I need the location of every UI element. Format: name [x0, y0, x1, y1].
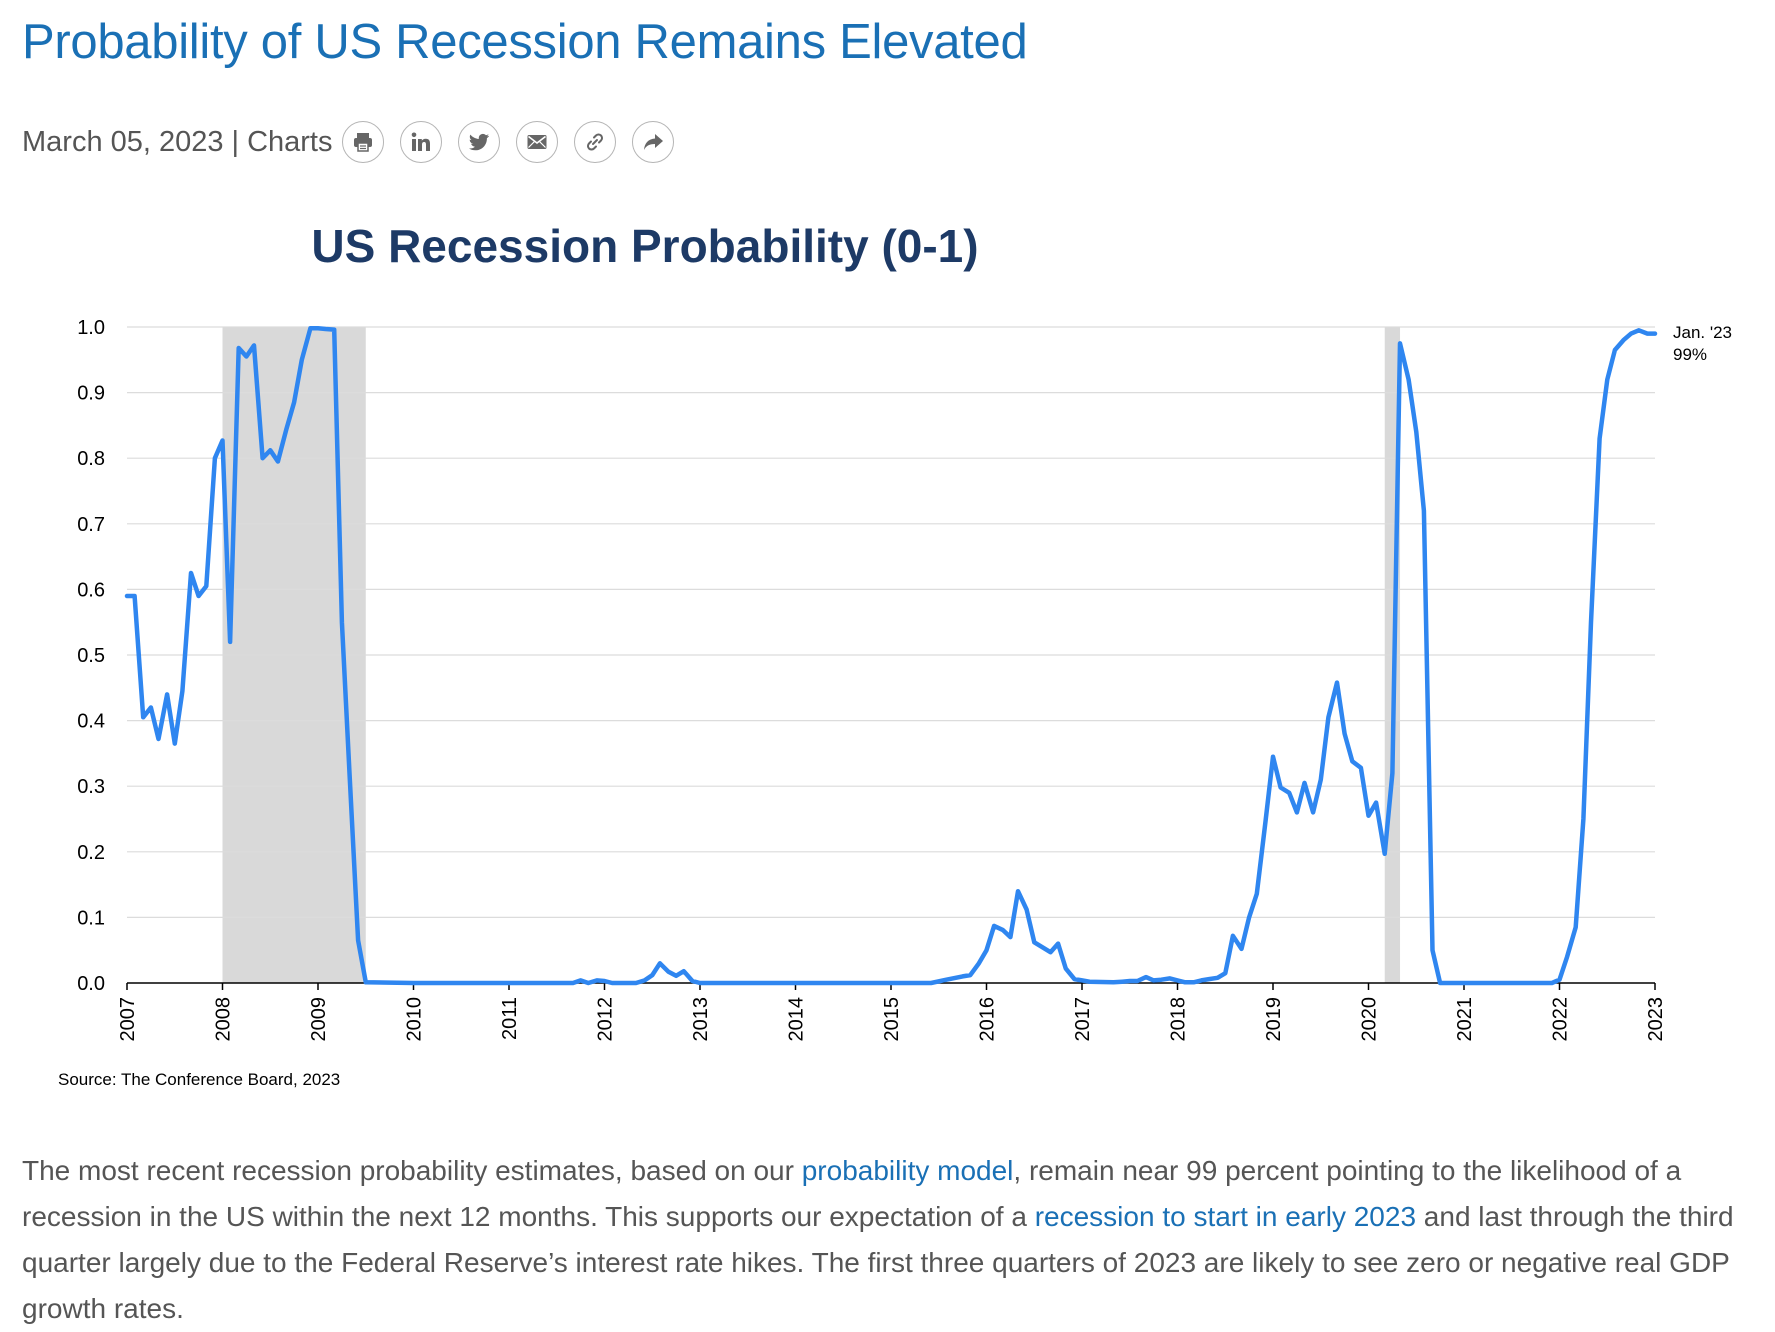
y-tick-label: 0.4 [77, 711, 105, 733]
probability-model-link[interactable]: probability model [801, 1155, 1014, 1186]
x-tick-label: 2013 [690, 997, 712, 1042]
meta-separator: | [231, 125, 240, 158]
link-icon[interactable] [574, 121, 617, 163]
y-tick-labels: 0.0 0.1 0.2 0.3 0.4 0.5 0.6 0.7 0.8 0.9 1.0 [77, 317, 105, 995]
paragraph-text-1: The most recent recession probability es… [22, 1155, 802, 1186]
y-tick-label: 0.8 [77, 448, 105, 470]
x-tick-label: 2008 [213, 997, 235, 1042]
y-tick-label: 0.6 [77, 579, 105, 601]
paragraph-text-2: , remain near 99 percent pointing to the… [22, 1155, 1682, 1232]
y-tick-label: 1.0 [77, 317, 105, 339]
article-meta: March 05, 2023 | Charts [22, 118, 690, 166]
x-tick-label: 2011 [499, 997, 521, 1040]
recession-start-link[interactable]: recession to start in early 2023 [1034, 1201, 1417, 1232]
page-title: Probability of US Recession Remains Elev… [22, 15, 1028, 69]
y-tick-label: 0.7 [77, 514, 105, 536]
x-tick-label: 2009 [308, 997, 330, 1042]
share-icon[interactable] [632, 121, 675, 163]
y-tick-label: 0.0 [77, 973, 105, 995]
x-tick-label: 2014 [786, 997, 808, 1042]
article-paragraph: The most recent recession probability es… [22, 1148, 1762, 1332]
chart-title: US Recession Probability (0-1) [311, 220, 978, 272]
x-tick-label: 2007 [117, 997, 139, 1042]
x-tick-label: 2010 [404, 997, 426, 1042]
x-tick-label: 2019 [1263, 997, 1285, 1042]
y-tick-label: 0.3 [77, 776, 105, 798]
article-category[interactable]: Charts [247, 125, 333, 158]
chart-source: Source: The Conference Board, 2023 [58, 1070, 341, 1089]
x-tick-labels: 2007 2008 2009 2010 2011 2012 2013 2014 2015 2016… [117, 997, 1667, 1042]
recession-probability-chart: US Recession Probability (0-1) 0.0 0.1 0.2… [77, 220, 1732, 1042]
y-tick-label: 0.5 [77, 645, 105, 667]
article-date: March 05, 2023 [22, 125, 224, 158]
series-line-recession-probability [124, 326, 1658, 986]
x-tick-label: 2018 [1168, 997, 1190, 1042]
x-tick-label: 2020 [1359, 997, 1381, 1042]
x-tick-label: 2017 [1072, 997, 1094, 1042]
x-tick-label: 2023 [1645, 997, 1667, 1042]
end-annotation: Jan. '23 99% [1673, 323, 1732, 364]
x-tick-label: 2021 [1454, 997, 1476, 1042]
y-tick-label: 0.2 [77, 842, 105, 864]
gridlines [127, 326, 1655, 919]
linkedin-icon[interactable] [400, 121, 443, 163]
x-tick-label: 2015 [881, 997, 903, 1042]
x-tick-label: 2016 [977, 997, 999, 1042]
series-layer [124, 326, 1658, 986]
share-toolbar [342, 121, 690, 163]
x-tick-label: 2012 [595, 997, 617, 1042]
y-tick-label: 0.9 [77, 383, 105, 405]
twitter-icon[interactable] [458, 121, 501, 163]
paragraph-text-3: and last through the third quarter large… [22, 1201, 1734, 1324]
x-tick-label: 2022 [1550, 997, 1572, 1042]
y-tick-label: 0.1 [77, 907, 105, 929]
annotation-value: 99% [1673, 345, 1707, 364]
annotation-label: Jan. '23 [1673, 323, 1732, 342]
print-icon[interactable] [342, 121, 385, 163]
email-icon[interactable] [516, 121, 559, 163]
